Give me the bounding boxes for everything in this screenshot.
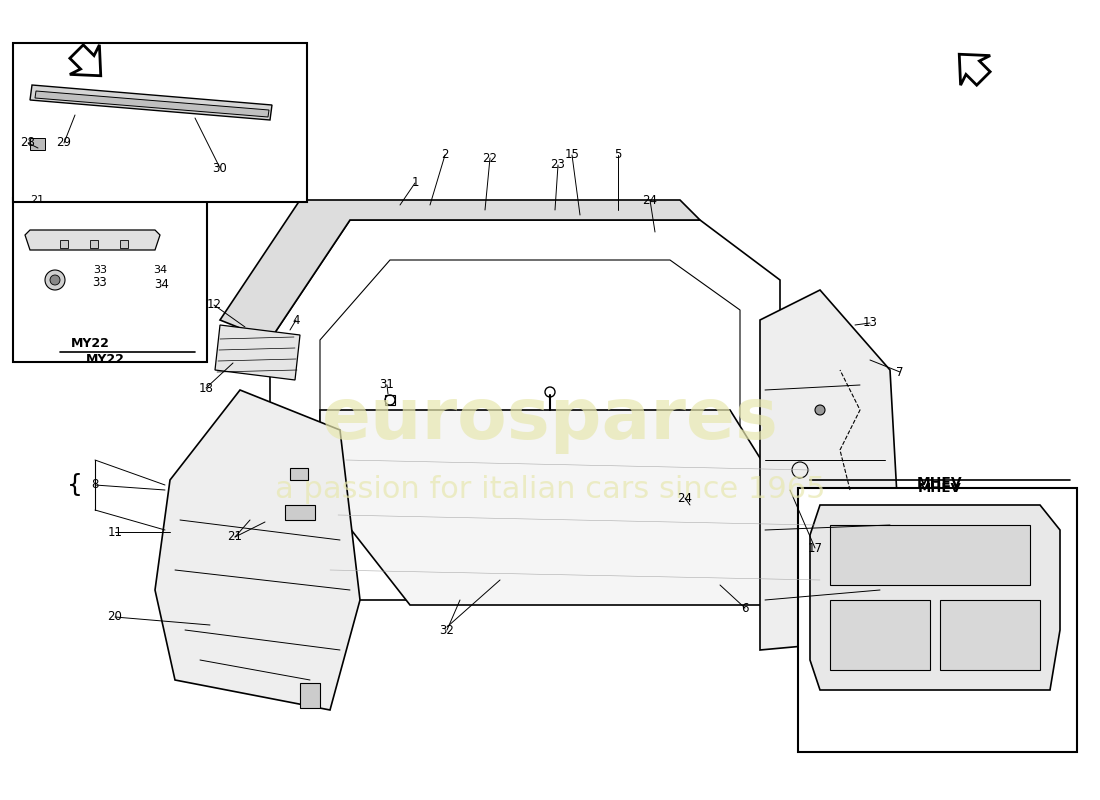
Text: 31: 31 [379,378,395,391]
Text: {: { [67,473,82,497]
Bar [385,395,395,405]
Text: 6: 6 [741,602,749,614]
FancyBboxPatch shape [13,198,207,362]
Text: 34: 34 [153,265,167,275]
Polygon shape [69,45,101,76]
Text: 11: 11 [108,526,122,538]
FancyBboxPatch shape [13,43,307,202]
Text: 12: 12 [207,298,221,311]
Text: 20: 20 [108,610,122,623]
Text: MHEV: MHEV [918,482,961,495]
Text: 21: 21 [228,530,242,543]
Text: 33: 33 [92,275,108,289]
Polygon shape [810,505,1060,690]
Text: MY22: MY22 [86,353,124,366]
Bar [300,683,320,708]
Polygon shape [760,290,900,650]
Bar [90,240,98,248]
Text: 30: 30 [212,162,228,174]
FancyBboxPatch shape [798,488,1077,752]
Bar [30,138,45,150]
Text: 18: 18 [199,382,213,394]
Text: 24: 24 [642,194,658,206]
Polygon shape [30,85,272,120]
Bar [830,525,1030,585]
Text: 15: 15 [564,149,580,162]
Polygon shape [25,230,160,250]
Text: a passion for italian cars since 1965: a passion for italian cars since 1965 [275,475,825,505]
Polygon shape [35,91,270,117]
Text: 7: 7 [896,366,904,378]
Polygon shape [214,325,300,380]
Text: 5: 5 [614,149,622,162]
Polygon shape [220,200,700,340]
Text: MY22: MY22 [70,337,109,350]
Circle shape [815,405,825,415]
Bar [60,240,68,248]
Text: 33: 33 [94,265,107,275]
Circle shape [50,275,60,285]
Bar [120,240,128,248]
Text: 34: 34 [155,278,169,291]
Text: 8: 8 [91,478,99,491]
Text: MHEV: MHEV [917,476,962,490]
Bar [830,600,930,670]
Text: 32: 32 [440,623,454,637]
Text: 2: 2 [441,149,449,162]
Text: 22: 22 [483,151,497,165]
Text: 17: 17 [807,542,823,554]
Bar [940,600,1040,670]
Bar [285,505,315,520]
Polygon shape [155,390,360,710]
Polygon shape [320,410,830,605]
Text: 13: 13 [862,317,878,330]
Text: 24: 24 [678,491,693,505]
Circle shape [45,270,65,290]
Text: 21: 21 [30,195,44,205]
Text: 1: 1 [411,177,419,190]
Text: 29: 29 [56,137,72,150]
Bar [290,468,308,480]
Text: 23: 23 [551,158,565,171]
Text: 4: 4 [293,314,299,326]
Polygon shape [959,54,990,85]
Text: 28: 28 [21,137,35,150]
Text: eurospares: eurospares [321,386,779,454]
